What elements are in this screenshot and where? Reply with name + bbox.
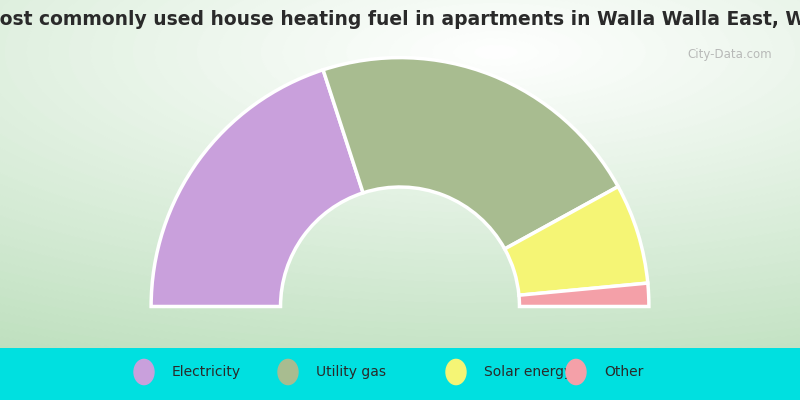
Wedge shape [505, 186, 648, 295]
Ellipse shape [0, 0, 800, 330]
Ellipse shape [26, 0, 800, 205]
Ellipse shape [326, 0, 666, 108]
Ellipse shape [410, 24, 582, 80]
Ellipse shape [304, 0, 688, 115]
Ellipse shape [262, 0, 730, 129]
Ellipse shape [0, 0, 800, 289]
Ellipse shape [112, 0, 800, 178]
Ellipse shape [240, 0, 752, 136]
Wedge shape [323, 58, 618, 249]
Ellipse shape [0, 0, 800, 268]
Ellipse shape [474, 45, 518, 59]
Ellipse shape [566, 359, 586, 385]
Ellipse shape [432, 31, 560, 73]
Ellipse shape [0, 0, 800, 310]
Wedge shape [151, 70, 363, 306]
Text: Electricity: Electricity [172, 365, 241, 379]
Ellipse shape [0, 0, 800, 219]
Ellipse shape [446, 359, 466, 385]
Ellipse shape [0, 0, 800, 303]
Text: Other: Other [604, 365, 643, 379]
Ellipse shape [0, 0, 800, 324]
Ellipse shape [278, 359, 298, 385]
Ellipse shape [70, 0, 800, 191]
Ellipse shape [0, 0, 800, 226]
Ellipse shape [0, 0, 800, 358]
Ellipse shape [134, 359, 154, 385]
Ellipse shape [0, 0, 800, 275]
Ellipse shape [218, 0, 774, 143]
Ellipse shape [0, 0, 800, 233]
Ellipse shape [48, 0, 800, 198]
Ellipse shape [0, 0, 800, 247]
Ellipse shape [368, 10, 624, 94]
Ellipse shape [0, 0, 800, 366]
Ellipse shape [0, 0, 800, 352]
Ellipse shape [0, 0, 800, 240]
Wedge shape [519, 283, 649, 306]
Ellipse shape [0, 0, 800, 386]
Ellipse shape [198, 0, 794, 150]
Ellipse shape [90, 0, 800, 184]
Ellipse shape [0, 0, 800, 338]
Text: Most commonly used house heating fuel in apartments in Walla Walla East, WA: Most commonly used house heating fuel in… [0, 10, 800, 29]
Ellipse shape [0, 0, 800, 379]
Ellipse shape [0, 0, 800, 254]
Ellipse shape [6, 0, 800, 212]
Ellipse shape [282, 0, 710, 122]
Ellipse shape [154, 0, 800, 164]
Text: Utility gas: Utility gas [316, 365, 386, 379]
Ellipse shape [0, 0, 800, 296]
Ellipse shape [0, 0, 800, 261]
Ellipse shape [134, 0, 800, 170]
Ellipse shape [0, 0, 800, 372]
Text: City-Data.com: City-Data.com [687, 48, 772, 61]
Ellipse shape [0, 0, 800, 344]
Ellipse shape [0, 0, 800, 282]
Ellipse shape [454, 38, 538, 66]
Text: Solar energy: Solar energy [484, 365, 572, 379]
Ellipse shape [346, 4, 646, 101]
Ellipse shape [0, 0, 800, 317]
Ellipse shape [390, 17, 602, 87]
Ellipse shape [176, 0, 800, 156]
